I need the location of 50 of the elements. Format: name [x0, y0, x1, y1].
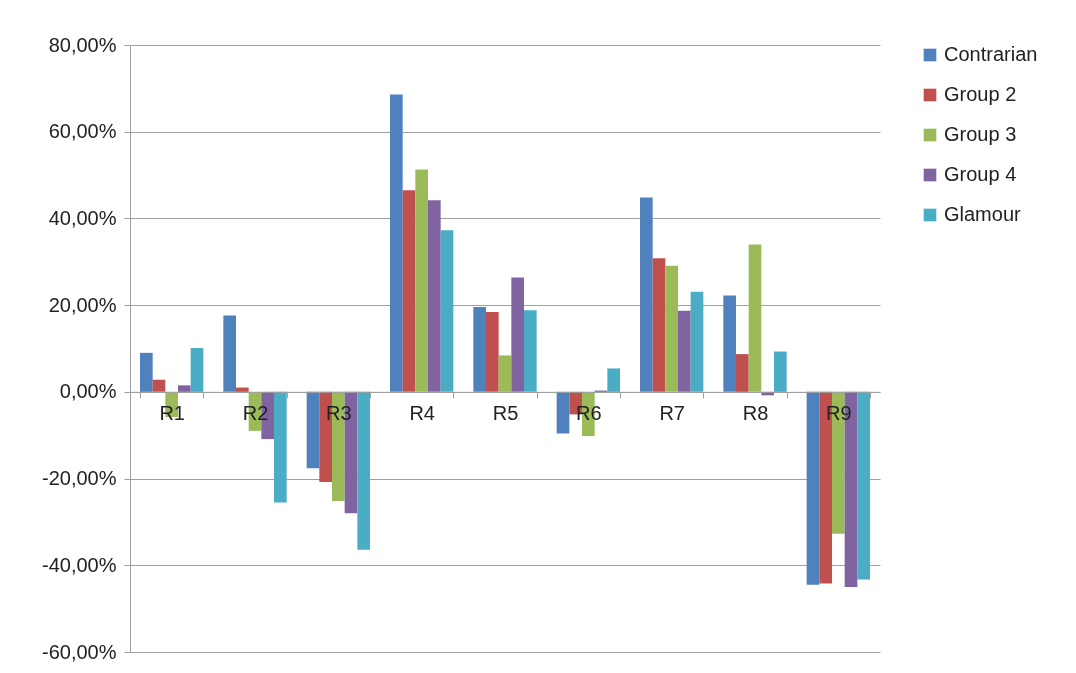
- bar: [306, 391, 320, 469]
- bar: [690, 291, 704, 392]
- legend-label: Group 4: [944, 163, 1017, 185]
- y-tick-label: 40,00%: [48, 206, 117, 229]
- bar: [607, 368, 620, 392]
- bar: [440, 230, 454, 392]
- bar: [236, 387, 249, 392]
- bar: [774, 351, 787, 392]
- legend-label: Contrarian: [944, 43, 1038, 65]
- y-tick-label: 80,00%: [48, 33, 117, 56]
- legend-label: Group 3: [944, 123, 1017, 145]
- bar: [665, 265, 678, 392]
- y-tick-label: 20,00%: [48, 293, 117, 316]
- bar: [857, 391, 870, 580]
- bar: [190, 348, 204, 392]
- y-tick-label: -20,00%: [42, 467, 117, 490]
- bar: [178, 385, 191, 392]
- bar: [390, 94, 403, 392]
- bar: [473, 306, 486, 392]
- y-tick-label: 60,00%: [48, 120, 117, 143]
- bar: [415, 169, 428, 392]
- bar: [652, 258, 666, 392]
- bar: [640, 197, 653, 392]
- bar: [723, 295, 736, 392]
- bar: [274, 391, 287, 503]
- x-tick-label: R7: [659, 402, 685, 425]
- bar: [428, 200, 441, 392]
- bar: [524, 310, 537, 392]
- bar: [806, 391, 820, 585]
- bar: [402, 190, 416, 392]
- bar: [357, 391, 370, 550]
- bar: [223, 315, 236, 392]
- x-tick-label: R5: [492, 402, 519, 425]
- bar: [486, 312, 499, 392]
- bar: [678, 310, 691, 392]
- bar: [748, 244, 762, 392]
- bar: [556, 391, 570, 434]
- bar: [511, 277, 524, 392]
- bar: [152, 379, 166, 392]
- legend-label: Glamour: [944, 203, 1022, 225]
- x-tick-label: R1: [159, 402, 185, 425]
- legend-label: Group 2: [944, 83, 1017, 105]
- x-tick-label: R8: [742, 402, 769, 425]
- y-tick-label: -40,00%: [42, 553, 117, 576]
- bar: [498, 355, 512, 392]
- y-tick-label: -60,00%: [42, 640, 117, 663]
- y-tick-label: 0,00%: [59, 380, 117, 403]
- bar: [140, 352, 153, 392]
- bar: [736, 354, 749, 392]
- x-tick-label: R4: [409, 402, 435, 425]
